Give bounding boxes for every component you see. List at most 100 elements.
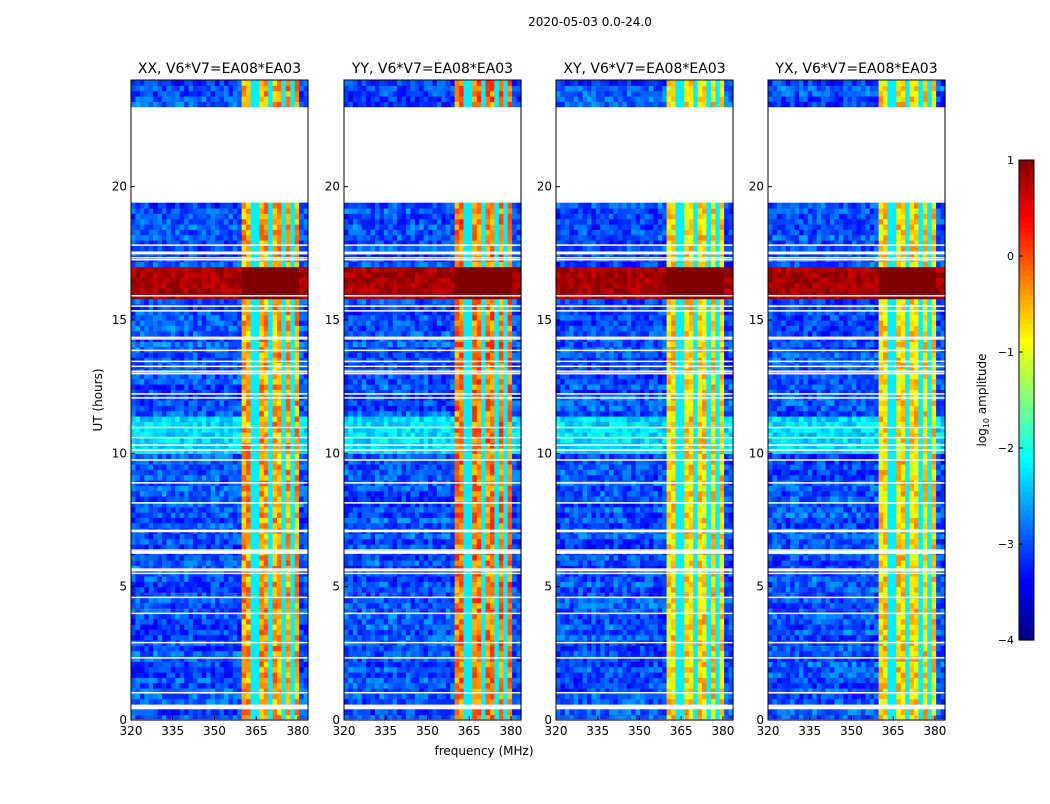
heatmap-cell bbox=[184, 320, 189, 326]
heatmap-cell bbox=[189, 539, 194, 545]
heatmap-cell bbox=[180, 672, 185, 678]
heatmap-cell bbox=[189, 469, 194, 475]
heatmap-cell bbox=[251, 619, 256, 625]
heatmap-cell bbox=[233, 245, 238, 251]
heatmap-cell bbox=[433, 661, 438, 667]
heatmap-cell bbox=[255, 576, 260, 582]
heatmap-cell bbox=[286, 208, 291, 214]
heatmap-cell bbox=[486, 667, 491, 673]
heatmap-cell bbox=[135, 619, 140, 625]
heatmap-cell bbox=[290, 496, 295, 502]
heatmap-cell bbox=[348, 624, 353, 630]
heatmap-cell bbox=[242, 656, 247, 662]
heatmap-cell bbox=[189, 213, 194, 219]
heatmap-cell bbox=[259, 469, 264, 475]
heatmap-cell bbox=[215, 523, 220, 529]
heatmap-cell bbox=[388, 619, 393, 625]
heatmap-cell bbox=[184, 651, 189, 657]
heatmap-cell bbox=[153, 315, 158, 321]
heatmap-cell bbox=[419, 603, 424, 609]
heatmap-cell bbox=[184, 304, 189, 310]
heatmap-cell bbox=[255, 341, 260, 347]
heatmap-cell bbox=[299, 560, 304, 566]
heatmap-cell bbox=[228, 656, 233, 662]
heatmap-cell bbox=[144, 507, 149, 513]
heatmap-cell bbox=[481, 651, 486, 657]
heatmap-cell bbox=[197, 555, 202, 561]
heatmap-cell bbox=[131, 645, 136, 651]
heatmap-cell bbox=[281, 357, 286, 363]
heatmap-cell bbox=[277, 400, 282, 406]
heatmap-cell bbox=[197, 496, 202, 502]
heatmap-cell bbox=[228, 624, 233, 630]
heatmap-cell bbox=[259, 213, 264, 219]
heatmap-cell bbox=[202, 421, 207, 427]
heatmap-cell bbox=[286, 485, 291, 491]
heatmap-cell bbox=[259, 619, 264, 625]
heatmap-cell bbox=[206, 469, 211, 475]
heatmap-cell bbox=[149, 379, 154, 385]
heatmap-cell bbox=[189, 245, 194, 251]
heatmap-cell bbox=[149, 235, 154, 241]
heatmap-cell bbox=[197, 85, 202, 91]
heatmap-cell bbox=[446, 613, 451, 619]
heatmap-cell bbox=[242, 384, 247, 390]
heatmap-cell bbox=[246, 320, 251, 326]
heatmap-cell bbox=[215, 256, 220, 262]
heatmap-cell bbox=[180, 341, 185, 347]
heatmap-cell bbox=[224, 635, 229, 641]
heatmap-cell bbox=[202, 411, 207, 417]
heatmap-cell bbox=[286, 597, 291, 603]
heatmap-cell bbox=[215, 91, 220, 97]
heatmap-cell bbox=[481, 645, 486, 651]
heatmap-cell bbox=[215, 96, 220, 102]
heatmap-cell bbox=[135, 245, 140, 251]
heatmap-cell bbox=[295, 283, 300, 289]
heatmap-cell bbox=[437, 709, 442, 715]
heatmap-cell bbox=[242, 288, 247, 294]
heatmap-cell bbox=[202, 341, 207, 347]
heatmap-cell bbox=[193, 533, 198, 539]
heatmap-cell bbox=[202, 203, 207, 209]
heatmap-cell bbox=[189, 533, 194, 539]
heatmap-cell bbox=[424, 672, 429, 678]
heatmap-cell bbox=[211, 635, 216, 641]
heatmap-cell bbox=[206, 507, 211, 513]
heatmap-cell bbox=[135, 85, 140, 91]
heatmap-cell bbox=[202, 315, 207, 321]
heatmap-cell bbox=[264, 245, 269, 251]
heatmap-cell bbox=[171, 507, 176, 513]
heatmap-cell bbox=[184, 555, 189, 561]
heatmap-cell bbox=[140, 91, 145, 97]
heatmap-cell bbox=[175, 699, 180, 705]
heatmap-cell bbox=[281, 325, 286, 331]
heatmap-cell bbox=[237, 341, 242, 347]
heatmap-cell bbox=[299, 624, 304, 630]
heatmap-cell bbox=[215, 272, 220, 278]
heatmap-cell bbox=[153, 512, 158, 518]
heatmap-cell bbox=[494, 661, 499, 667]
heatmap-cell bbox=[158, 629, 163, 635]
heatmap-cell bbox=[206, 96, 211, 102]
heatmap-cell bbox=[344, 624, 349, 630]
heatmap-cell bbox=[353, 645, 358, 651]
heatmap-cell bbox=[233, 80, 238, 86]
heatmap-cell bbox=[290, 256, 295, 262]
heatmap-cell bbox=[433, 635, 438, 641]
heatmap-cell bbox=[237, 613, 242, 619]
heatmap-cell bbox=[193, 544, 198, 550]
heatmap-cell bbox=[277, 80, 282, 86]
heatmap-cell bbox=[237, 587, 242, 593]
heatmap-cell bbox=[402, 619, 407, 625]
heatmap-cell bbox=[193, 491, 198, 497]
heatmap-cell bbox=[494, 699, 499, 705]
heatmap-cell bbox=[131, 672, 136, 678]
heatmap-cell bbox=[477, 624, 482, 630]
heatmap-cell bbox=[477, 603, 482, 609]
heatmap-cell bbox=[251, 235, 256, 241]
heatmap-cell bbox=[299, 555, 304, 561]
heatmap-cell bbox=[193, 224, 198, 230]
heatmap-cell bbox=[277, 597, 282, 603]
heatmap-cell bbox=[171, 629, 176, 635]
heatmap-cell bbox=[131, 507, 136, 513]
